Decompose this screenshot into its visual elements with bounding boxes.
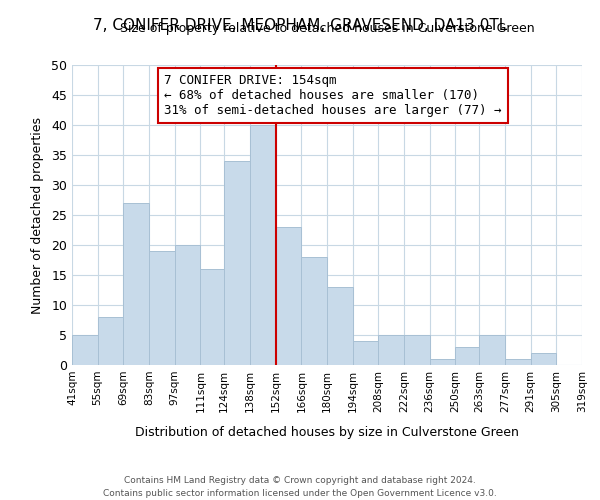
- Bar: [505, 359, 530, 365]
- Bar: [250, 125, 275, 365]
- Bar: [301, 257, 327, 365]
- Text: 7 CONIFER DRIVE: 154sqm
← 68% of detached houses are smaller (170)
31% of semi-d: 7 CONIFER DRIVE: 154sqm ← 68% of detache…: [164, 74, 502, 117]
- Bar: [430, 359, 455, 365]
- Bar: [353, 341, 379, 365]
- Bar: [72, 335, 98, 365]
- Bar: [149, 251, 175, 365]
- Bar: [175, 245, 200, 365]
- Bar: [479, 335, 505, 365]
- Bar: [379, 335, 404, 365]
- Bar: [275, 227, 301, 365]
- Bar: [224, 161, 250, 365]
- Bar: [455, 347, 479, 365]
- X-axis label: Distribution of detached houses by size in Culverstone Green: Distribution of detached houses by size …: [135, 426, 519, 439]
- Bar: [98, 317, 124, 365]
- Bar: [530, 353, 556, 365]
- Bar: [124, 203, 149, 365]
- Bar: [404, 335, 430, 365]
- Text: 7, CONIFER DRIVE, MEOPHAM, GRAVESEND, DA13 0TL: 7, CONIFER DRIVE, MEOPHAM, GRAVESEND, DA…: [93, 18, 507, 32]
- Title: Size of property relative to detached houses in Culverstone Green: Size of property relative to detached ho…: [119, 22, 535, 35]
- Text: Contains HM Land Registry data © Crown copyright and database right 2024.
Contai: Contains HM Land Registry data © Crown c…: [103, 476, 497, 498]
- Bar: [200, 269, 224, 365]
- Y-axis label: Number of detached properties: Number of detached properties: [31, 116, 44, 314]
- Bar: [327, 287, 353, 365]
